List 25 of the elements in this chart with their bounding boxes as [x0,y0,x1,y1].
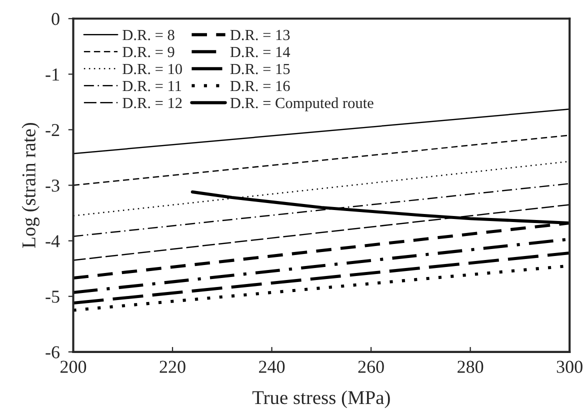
y-tick-label: -2 [46,124,60,136]
y-tick-label: -1 [46,68,59,80]
x-tick-label: 300 [556,360,582,373]
y-tick-label: -5 [46,290,60,303]
x-axis-title: True stress (MPa) [252,390,390,408]
y-tick-label: 0 [52,12,60,26]
legend-label: D.R. = 8 [122,30,174,40]
legend-label: D.R. = 9 [122,46,174,58]
legend-label: D.R. = 12 [122,98,182,108]
x-tick-label: 260 [358,360,384,373]
x-tick-label: 240 [259,360,285,373]
legend-label: D.R. = 13 [230,30,290,40]
x-tick-label: 200 [60,360,86,373]
y-axis-title: Log (strain rate) [22,122,40,248]
legend-label: D.R. = 15 [230,64,290,74]
y-tick-label: -3 [46,180,60,192]
legend-label: D.R. = 16 [230,80,290,92]
legend-label: D.R. = 11 [122,80,182,92]
legend-label: D.R. = 14 [230,46,290,58]
x-tick-label: 280 [458,360,484,373]
y-tick-label: -6 [46,346,60,358]
legend-label: D.R. = Computed route [230,97,374,112]
legend-label: D.R. = 10 [122,64,182,74]
x-tick-label: 220 [160,360,186,373]
y-tick-label: -4 [46,235,60,248]
